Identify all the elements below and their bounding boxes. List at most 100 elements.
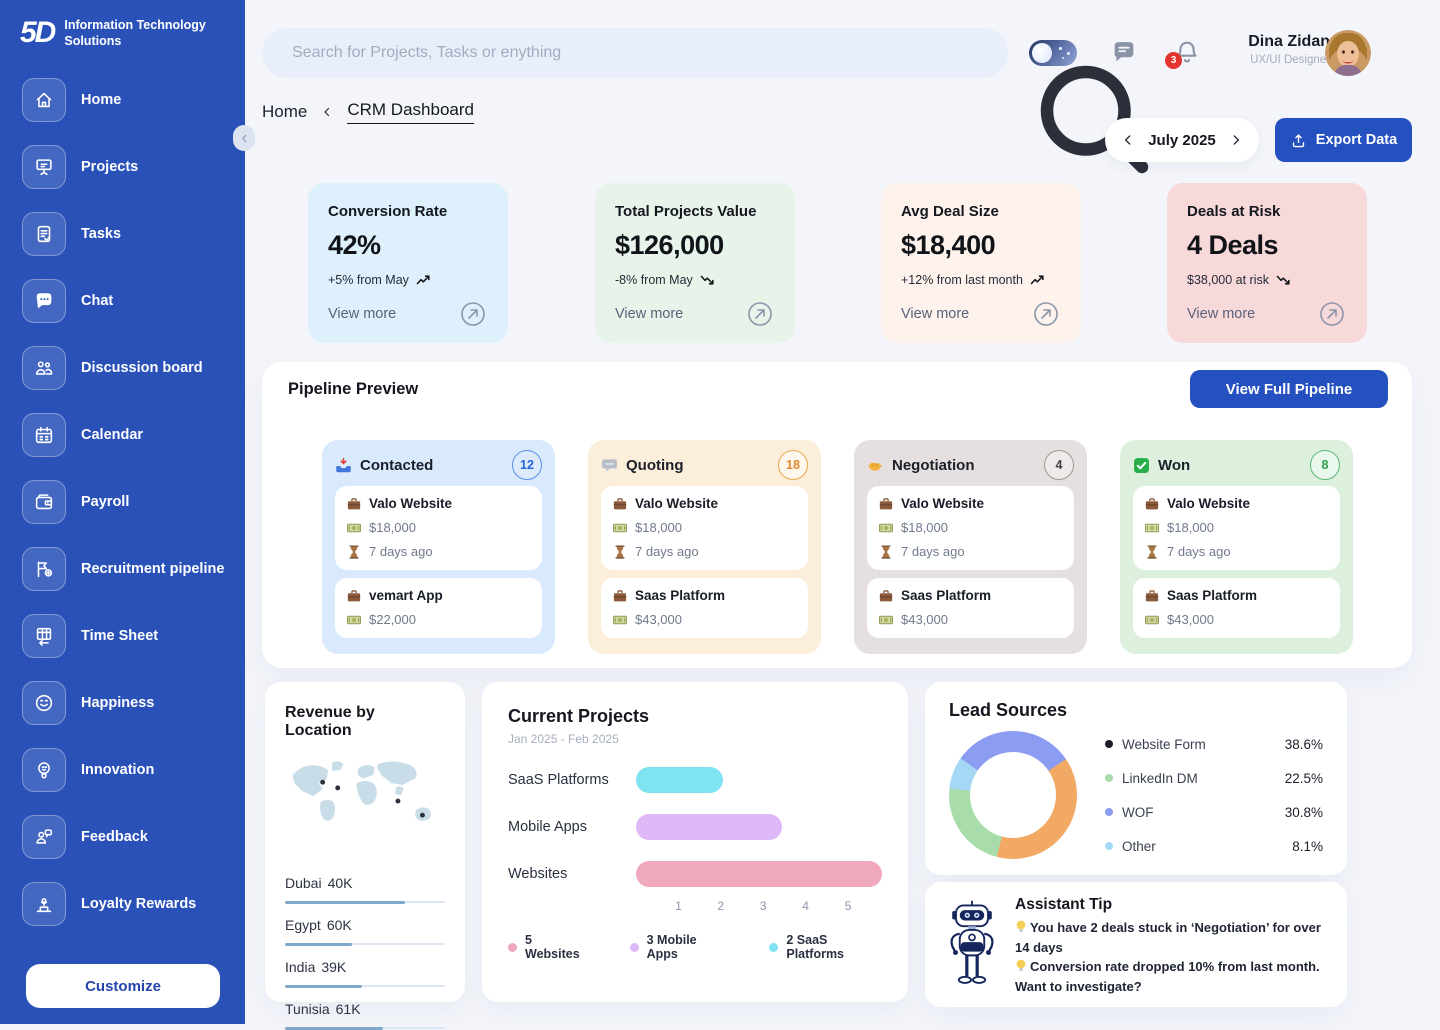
previous-month-button[interactable]	[1121, 133, 1135, 147]
search-input[interactable]	[262, 28, 1008, 78]
sidebar-item-discussion-board[interactable]: Discussion board	[22, 346, 245, 390]
sidebar-item-projects[interactable]: Projects	[22, 145, 245, 189]
sidebar-item-loyalty-rewards[interactable]: Loyalty Rewards	[22, 882, 245, 926]
world-map	[292, 761, 431, 821]
sidebar-item-tasks[interactable]: Tasks	[22, 212, 245, 256]
sidebar-item-calendar[interactable]: Calendar	[22, 413, 245, 457]
deal-card[interactable]: Valo Website $18,000 7 days ago	[867, 486, 1074, 570]
revenue-row-egypt: Egypt 60K	[285, 917, 445, 946]
axis-tick: 3	[759, 899, 767, 913]
stat-title: Deals at Risk	[1187, 203, 1281, 220]
hourglass-icon	[1145, 545, 1159, 559]
export-data-button[interactable]: Export Data	[1275, 118, 1412, 162]
pipeline-title: Pipeline Preview	[288, 380, 419, 398]
view-more-link[interactable]: View more	[328, 306, 397, 322]
legend-row-other: Other 8.1%	[1105, 829, 1323, 863]
deal-name: Saas Platform	[635, 588, 726, 603]
avatar[interactable]	[1325, 30, 1371, 76]
sidebar-item-label: Tasks	[81, 226, 122, 242]
period-selector: July 2025	[1105, 118, 1259, 162]
sidebar-item-label: Discussion board	[81, 360, 203, 376]
briefcase-icon	[879, 497, 893, 511]
sidebar-item-happiness[interactable]: Happiness	[22, 681, 245, 725]
stat-card-deals-at-risk: Deals at Risk 4 Deals $38,000 at risk Vi…	[1167, 183, 1367, 343]
home-icon	[22, 78, 66, 122]
view-more-link[interactable]: View more	[1187, 306, 1256, 322]
arrow-circle-icon[interactable]	[1317, 299, 1347, 329]
sidebar-item-chat[interactable]: Chat	[22, 279, 245, 323]
view-more-link[interactable]: View more	[901, 306, 970, 322]
deal-card[interactable]: Saas Platform $43,000	[601, 578, 808, 638]
sidebar-item-recruitment-pipeline[interactable]: Recruitment pipeline	[22, 547, 245, 591]
view-more-link[interactable]: View more	[615, 306, 684, 322]
revenue-row-dubai: Dubai 40K	[285, 875, 445, 904]
sidebar-item-time-sheet[interactable]: Time Sheet	[22, 614, 245, 658]
customize-button[interactable]: Customize	[26, 964, 220, 1008]
messages-button[interactable]	[1110, 38, 1138, 66]
pipeline-preview-section: Pipeline Preview View Full Pipeline Cont…	[262, 362, 1412, 668]
pipeline-column-contacted: Contacted 12 Valo Website $18,000 7 days…	[322, 440, 555, 654]
feedback-icon	[22, 815, 66, 859]
search-icon[interactable]	[942, 42, 964, 64]
revenue-bar-track	[285, 942, 445, 946]
happiness-icon	[22, 681, 66, 725]
period-label: July 2025	[1148, 131, 1216, 149]
stat-delta-text: -8% from May	[615, 273, 693, 287]
breadcrumb-home[interactable]: Home	[262, 102, 308, 121]
chat-icon	[22, 279, 66, 323]
briefcase-icon	[347, 497, 361, 511]
legend-row-website-form: Website Form 38.6%	[1105, 727, 1323, 761]
money-icon	[613, 613, 627, 627]
sidebar-item-feedback[interactable]: Feedback	[22, 815, 245, 859]
user-menu[interactable]: Dina Zidan UX/UI Designer	[1220, 33, 1330, 66]
lead-sources-donut-chart	[949, 731, 1077, 859]
star-dot	[1059, 47, 1062, 50]
money-icon	[1145, 613, 1159, 627]
user-name: Dina Zidan	[1248, 33, 1330, 50]
dark-mode-toggle[interactable]	[1029, 40, 1077, 66]
pipeline-column-name: Negotiation	[892, 456, 975, 474]
deal-card[interactable]: Valo Website $18,000 7 days ago	[1133, 486, 1340, 570]
current-projects-title: Current Projects	[508, 706, 650, 726]
view-full-pipeline-button[interactable]: View Full Pipeline	[1190, 370, 1388, 408]
trend-up-icon	[1030, 274, 1045, 286]
deal-age: 7 days ago	[1167, 544, 1231, 559]
deal-value: $43,000	[1167, 612, 1214, 627]
discussion-board-icon	[22, 346, 66, 390]
arrow-circle-icon[interactable]	[458, 299, 488, 329]
deal-name: Saas Platform	[1167, 588, 1258, 603]
sidebar-item-home[interactable]: Home	[22, 78, 245, 122]
deal-card[interactable]: Valo Website $18,000 7 days ago	[335, 486, 542, 570]
next-month-button[interactable]	[1229, 133, 1243, 147]
deal-name: Valo Website	[369, 496, 453, 511]
speech-balloon-icon	[601, 457, 618, 474]
bar-category-label: Mobile Apps	[508, 819, 587, 835]
deal-card[interactable]: Saas Platform $43,000	[1133, 578, 1340, 638]
stat-card-conversion-rate: Conversion Rate 42% +5% from May View mo…	[308, 183, 508, 343]
arrow-circle-icon[interactable]	[1031, 299, 1061, 329]
stat-value: 42%	[328, 230, 381, 260]
stat-card-avg-deal-size: Avg Deal Size $18,400 +12% from last mon…	[881, 183, 1081, 343]
location-value: 39K	[321, 959, 347, 975]
pipeline-column-quoting: Quoting 18 Valo Website $18,000 7 days a…	[588, 440, 821, 654]
sidebar-item-payroll[interactable]: Payroll	[22, 480, 245, 524]
notifications-button[interactable]: 3	[1165, 38, 1201, 69]
deal-name: Valo Website	[1167, 496, 1251, 511]
briefcase-icon	[347, 589, 361, 603]
assistant-tip-card: Assistant Tip You have 2 deals stuck in …	[925, 882, 1347, 1007]
sidebar-item-innovation[interactable]: Innovation	[22, 748, 245, 792]
deal-age: 7 days ago	[635, 544, 699, 559]
sidebar-collapse-button[interactable]	[233, 125, 255, 151]
sidebar: 5D Information Technology Solutions Home…	[0, 0, 245, 1024]
deal-card[interactable]: Valo Website $18,000 7 days ago	[601, 486, 808, 570]
export-data-label: Export Data	[1315, 132, 1398, 148]
breadcrumb-current[interactable]: CRM Dashboard	[347, 100, 474, 124]
arrow-circle-icon[interactable]	[745, 299, 775, 329]
revenue-by-location-card: Revenue by Location Dubai 40K	[265, 682, 465, 1030]
deal-card[interactable]: Saas Platform $43,000	[867, 578, 1074, 638]
revenue-bar-fill	[285, 942, 353, 946]
pipeline-column-negotiation: Negotiation 4 Valo Website $18,000 7 day…	[854, 440, 1087, 654]
trend-down-icon	[1276, 274, 1291, 286]
current-projects-card: Current Projects Jan 2025 - Feb 2025 Saa…	[482, 682, 908, 1002]
deal-card[interactable]: vemart App $22,000	[335, 578, 542, 638]
